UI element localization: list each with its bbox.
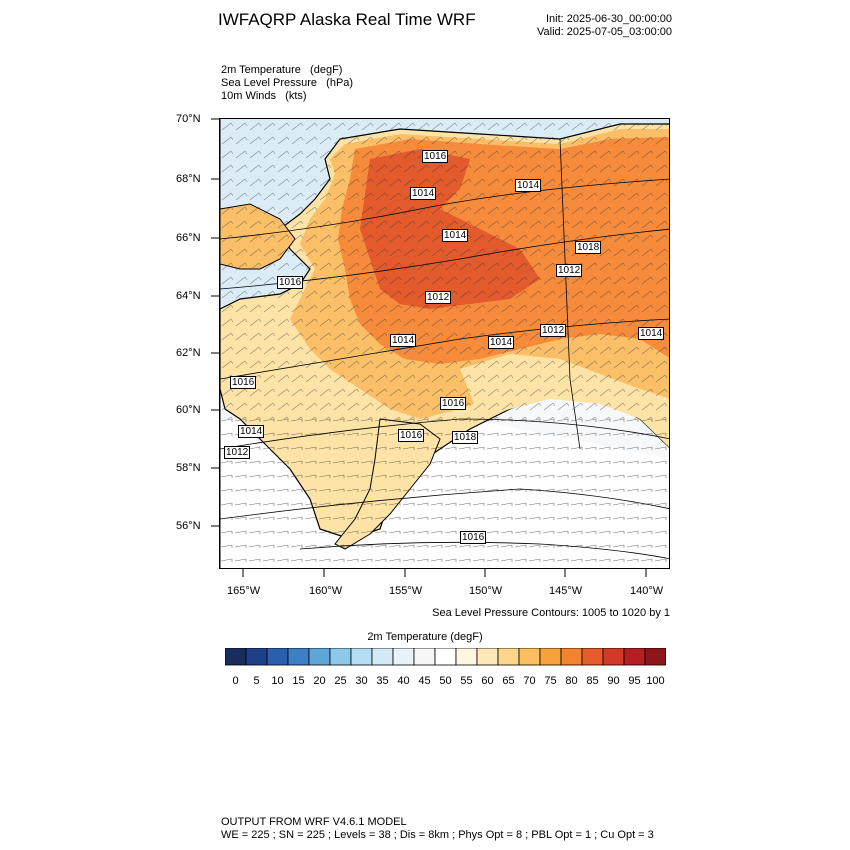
pressure-label: 1014 (515, 179, 542, 192)
colorbar-swatch (602, 648, 625, 666)
lat-label-58: 58°N (176, 462, 201, 474)
colorbar-title: 2m Temperature (degF) (367, 631, 483, 643)
pressure-label: 1014 (442, 229, 469, 242)
colorbar-swatch (371, 648, 394, 666)
field-label-temperature: 2m Temperature (degF) (221, 64, 343, 76)
model-info: OUTPUT FROM WRF V4.6.1 MODEL (221, 816, 407, 828)
colorbar-tick-label: 25 (334, 675, 347, 687)
pressure-label: 1016 (422, 150, 449, 163)
wind-barbs-south (220, 419, 669, 568)
lat-ticks (211, 118, 219, 527)
pressure-label: 1016 (398, 429, 425, 442)
pressure-label: 1014 (410, 187, 437, 200)
map-panel: 1016 1014 1014 1012 1016 1014 1012 1014 … (219, 118, 670, 569)
colorbar-swatch (497, 648, 520, 666)
lat-label-64: 64°N (176, 290, 201, 302)
contour-note: Sea Level Pressure Contours: 1005 to 102… (432, 607, 670, 619)
colorbar-swatch (329, 648, 352, 666)
colorbar-swatch (455, 648, 478, 666)
colorbar-tick-label: 85 (586, 675, 599, 687)
colorbar-tick-label: 95 (628, 675, 641, 687)
colorbar-tick-label: 20 (313, 675, 326, 687)
colorbar-tick-label: 0 (232, 675, 239, 687)
colorbar-tick-label: 90 (607, 675, 620, 687)
colorbar-tick-label: 45 (418, 675, 431, 687)
lon-label-145w: 145°W (549, 585, 583, 597)
colorbar-tick-label: 30 (355, 675, 368, 687)
colorbar-tick-label: 5 (253, 675, 260, 687)
colorbar-swatch (476, 648, 499, 666)
colorbar-tick-label: 15 (292, 675, 305, 687)
colorbar-swatch (644, 648, 666, 666)
colorbar-swatch (350, 648, 373, 666)
pressure-label: 1014 (488, 336, 515, 349)
temperature-map (220, 119, 669, 568)
colorbar-tick-label: 80 (565, 675, 578, 687)
colorbar-swatch (560, 648, 583, 666)
model-settings: WE = 225 ; SN = 225 ; Levels = 38 ; Dis … (221, 829, 654, 841)
lon-label-140w: 140°W (630, 585, 664, 597)
colorbar-swatch (245, 648, 268, 666)
init-time: Init: 2025-06-30_00:00:00 (546, 13, 672, 25)
pressure-label: 1012 (540, 324, 567, 337)
colorbar-tick-label: 60 (481, 675, 494, 687)
valid-time: Valid: 2025-07-05_03:00:00 (537, 26, 672, 38)
lon-label-160w: 160°W (309, 585, 343, 597)
lon-label-165w: 165°W (227, 585, 261, 597)
colorbar-swatch (518, 648, 541, 666)
pressure-label: 1016 (277, 276, 304, 289)
colorbar-swatch (581, 648, 604, 666)
pressure-label: 1016 (440, 397, 467, 410)
lon-label-155w: 155°W (389, 585, 423, 597)
field-label-winds: 10m Winds (kts) (221, 90, 307, 102)
pressure-label: 1016 (460, 531, 487, 544)
colorbar-tick-label: 100 (646, 675, 665, 687)
colorbar-tick-label: 35 (376, 675, 389, 687)
lon-label-150w: 150°W (469, 585, 503, 597)
lon-ticks (242, 569, 647, 577)
colorbar-tick-label: 40 (397, 675, 410, 687)
colorbar-swatch (308, 648, 331, 666)
colorbar-tick-label: 65 (502, 675, 515, 687)
colorbar-tick-label: 55 (460, 675, 473, 687)
colorbar-swatch (392, 648, 415, 666)
lat-label-60: 60°N (176, 404, 201, 416)
pressure-label: 1014 (638, 327, 665, 340)
colorbar-swatch (287, 648, 310, 666)
pressure-label: 1018 (452, 431, 479, 444)
pressure-label: 1012 (224, 446, 251, 459)
pressure-label: 1018 (575, 241, 602, 254)
colorbar-swatch (413, 648, 436, 666)
field-label-pressure: Sea Level Pressure (hPa) (221, 77, 354, 89)
lat-label-66: 66°N (176, 232, 201, 244)
chart-title: IWFAQRP Alaska Real Time WRF (218, 10, 476, 29)
colorbar-tick-label: 70 (523, 675, 536, 687)
colorbar-swatch (434, 648, 457, 666)
colorbar-tick-label: 75 (544, 675, 557, 687)
pressure-label: 1012 (556, 264, 583, 277)
colorbar-swatch (266, 648, 289, 666)
lat-label-56: 56°N (176, 520, 201, 532)
colorbar-swatch (539, 648, 562, 666)
pressure-label: 1014 (390, 334, 417, 347)
pressure-label: 1014 (238, 425, 265, 438)
colorbar-swatch (623, 648, 646, 666)
lat-label-68: 68°N (176, 173, 201, 185)
lat-label-62: 62°N (176, 347, 201, 359)
colorbar-tick-label: 50 (439, 675, 452, 687)
lat-label-70: 70°N (176, 113, 201, 125)
pressure-label: 1016 (230, 376, 257, 389)
colorbar (225, 648, 666, 666)
pressure-label: 1012 (425, 291, 452, 304)
wind-barbs-north (220, 119, 669, 419)
colorbar-swatch (225, 648, 247, 666)
colorbar-tick-label: 10 (271, 675, 284, 687)
